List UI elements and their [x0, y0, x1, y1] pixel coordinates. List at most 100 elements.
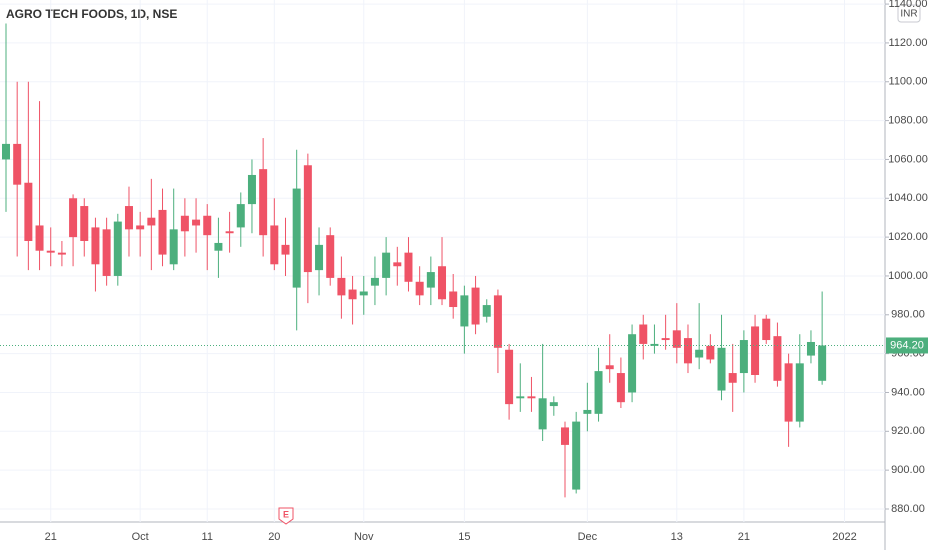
y-tick-label: 1120.00 [889, 37, 928, 49]
candle-body [404, 252, 413, 282]
x-tick-label: Dec [578, 531, 598, 543]
candle-body [493, 295, 502, 348]
candle-body [91, 227, 100, 265]
candle-body [147, 217, 156, 226]
candle-body [594, 371, 603, 414]
candle-body [695, 349, 704, 358]
candle-body [505, 349, 514, 405]
candle-body [247, 174, 256, 205]
candle-body [683, 338, 692, 364]
candle-body [382, 252, 391, 278]
candle-body [259, 169, 268, 236]
candle-body [795, 363, 804, 422]
candle-body [124, 206, 133, 230]
candle-body [214, 242, 223, 251]
candle-body [751, 326, 760, 375]
candle-body [359, 291, 368, 296]
candle-body [616, 373, 625, 403]
candle-body [303, 165, 312, 273]
y-tick-label: 1060.00 [888, 153, 928, 165]
last-price-box [886, 337, 928, 354]
candle-body [24, 182, 33, 241]
x-tick-label: 21 [738, 531, 750, 543]
candle-body [482, 305, 491, 317]
candle-body [370, 277, 379, 286]
candle-body [583, 409, 592, 414]
candle-body [438, 266, 447, 300]
earnings-label: E [283, 509, 289, 519]
candle-body [180, 215, 189, 232]
candle-body [69, 198, 78, 238]
y-tick-label: 980.00 [891, 309, 925, 321]
y-tick-label: 1040.00 [888, 192, 928, 204]
candle-body [650, 343, 659, 346]
x-tick-label: 20 [268, 531, 280, 543]
x-tick-label: 13 [671, 531, 683, 543]
candle-body [561, 427, 569, 445]
candle-body [549, 402, 558, 407]
candle-body [337, 277, 346, 296]
candle-body [136, 225, 145, 230]
candle-body [717, 347, 726, 391]
candle-body [225, 231, 234, 234]
y-tick-label: 880.00 [891, 503, 925, 515]
y-tick-label: 940.00 [891, 386, 925, 398]
candle-body [158, 209, 167, 255]
candle-body [516, 396, 525, 399]
x-tick-label: 21 [45, 531, 57, 543]
candle-body [102, 229, 111, 276]
candle-body [661, 338, 670, 341]
candle-body [292, 188, 301, 288]
y-tick-label: 1080.00 [888, 115, 928, 127]
candle-body [739, 340, 748, 374]
candle-body [762, 318, 771, 341]
candle-body [449, 291, 458, 308]
x-tick-label: 2022 [832, 531, 856, 543]
candle-body [270, 225, 279, 265]
candle-body [348, 289, 357, 300]
candle-body [46, 250, 55, 253]
candle-body [393, 262, 402, 267]
candle-body [426, 272, 435, 288]
y-tick-label: 1140.00 [889, 0, 928, 10]
candle-body [415, 281, 424, 296]
candle-body [326, 235, 335, 278]
candle-body [281, 244, 290, 255]
candle-body [2, 143, 10, 160]
candle-body [706, 345, 715, 360]
currency-label[interactable]: INR [900, 9, 917, 20]
earnings-badge[interactable] [278, 507, 294, 525]
candle-body [728, 373, 737, 383]
y-tick-label: 900.00 [891, 464, 925, 476]
x-tick-label: Oct [132, 531, 149, 543]
candle-body [192, 219, 201, 226]
y-tick-label: 1020.00 [888, 231, 928, 243]
x-tick-label: 11 [202, 531, 213, 543]
candle-body [35, 225, 44, 251]
candle-body [471, 287, 480, 325]
candle-body [236, 204, 245, 228]
y-tick-label: 1000.00 [888, 270, 928, 282]
candle-body [57, 252, 66, 255]
candle-body [460, 295, 469, 327]
candle-body [113, 221, 122, 276]
candle-body [628, 334, 637, 393]
candle-body [806, 341, 815, 356]
candle-body [784, 363, 793, 422]
candle-body [13, 143, 22, 185]
candle-body [527, 396, 536, 399]
x-tick-label: Nov [354, 531, 374, 543]
x-tick-label: 15 [458, 531, 470, 543]
candle-body [538, 398, 547, 430]
candle-body [169, 229, 178, 265]
y-tick-label: 1100.00 [889, 76, 928, 88]
candle-body [639, 324, 648, 344]
candle-body [203, 215, 212, 236]
currency-box[interactable] [897, 4, 921, 23]
y-tick-label: 920.00 [891, 425, 925, 437]
candle-body [818, 345, 827, 381]
candle-body [773, 336, 782, 381]
candle-body [572, 421, 581, 490]
